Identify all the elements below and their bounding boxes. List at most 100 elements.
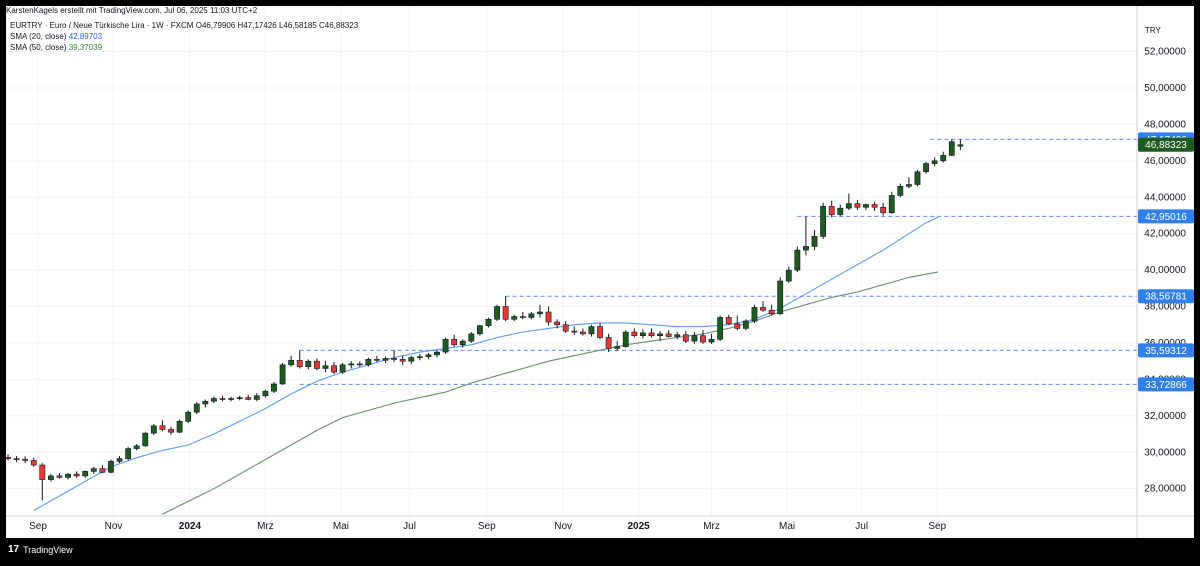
candle-body [99,468,106,473]
ohlc-high: H47,17426 [237,21,277,30]
x-tick-label: Mrz [703,521,720,532]
tradingview-logo[interactable]: 17 TradingView [8,544,73,555]
candle-body [768,309,775,315]
candle-body [5,457,11,459]
last-price-tag-bg [1138,137,1194,152]
candle-body [159,425,166,430]
symbol-name: EURTRY · Euro / Neue Türkische Lira · 1W… [10,21,194,30]
candle-body [648,332,655,336]
candle-body [597,326,603,338]
candle-body [888,195,895,214]
candle-body [82,471,89,477]
candle-body [537,311,543,315]
candle-body [657,333,663,336]
sma20-line [33,216,939,511]
candle-body [296,359,303,367]
x-tick-label: 2024 [179,521,202,532]
candle-body [631,331,638,336]
candle-body [228,398,234,400]
candle-body [22,458,29,461]
candle-body [562,324,569,332]
sma50-legend[interactable]: SMA (50, close) 39,37039 [10,43,102,52]
level-price-tag-bg [1138,289,1194,304]
candles [5,138,964,501]
candle-body [845,203,852,209]
attribution-text: KarstenKagels erstellt mit TradingView.c… [6,6,258,15]
y-tick-label: 30,00000 [1144,447,1186,458]
candle-body [940,155,947,162]
candle-body [777,280,784,315]
ohlc-low: L46,58185 [278,21,317,30]
candle-body [451,339,458,346]
tradingview-logo-icon: 17 [8,544,20,555]
grid-lines [6,6,1137,516]
candle-body [331,365,337,373]
candle-body [700,335,706,343]
sma50-label: SMA (50, close) [10,43,67,52]
candle-body [416,356,423,358]
candle-body [322,365,329,369]
candle-body [682,334,689,342]
x-tick-label: Sep [478,521,496,532]
candle-body [313,360,320,369]
chart-background [6,6,1194,538]
candle-body [897,186,904,196]
candle-body [803,246,809,251]
candle-body [880,206,887,214]
level-price-tag: 33,72866 [1145,380,1187,391]
candle-body [108,461,114,473]
candle-body [931,160,938,164]
candle-body [571,330,578,333]
candle-body [794,249,801,271]
candle-body [485,318,492,326]
candle-body [305,360,312,367]
candle-body [288,359,295,366]
candle-body [193,403,200,413]
candle-body [408,357,415,362]
candle-body [176,420,183,433]
candle-body [502,306,509,320]
moving-averages [33,216,939,515]
candle-body [142,432,149,447]
candle-body [425,354,432,357]
candle-body [948,141,955,156]
candle-body [374,359,380,361]
x-tick-label: Jul [855,521,868,532]
sma20-label: SMA (20, close) [10,32,67,41]
tradingview-brand-text: TradingView [23,544,73,555]
candle-body [914,171,921,185]
candle-body [262,390,269,397]
x-tick-label: Sep [29,521,47,532]
candle-body [605,337,612,349]
candle-body [742,320,749,329]
candle-body [579,331,586,335]
x-tick-label: Mrz [257,521,274,532]
sma20-legend[interactable]: SMA (20, close) 42,89703 [10,32,102,41]
y-tick-label: 28,00000 [1144,484,1186,495]
candle-body [828,206,835,215]
candle-body [476,325,483,335]
level-price-tag: 42,95016 [1145,212,1187,223]
symbol-legend: EURTRY · Euro / Neue Türkische Lira · 1W… [10,21,358,30]
candle-body [168,429,174,433]
price-tags: 47,1742642,9501638,5678135,5931233,72866… [1138,132,1194,392]
candle-body [30,460,37,466]
candle-body [905,184,912,187]
candle-body [47,475,54,480]
x-tick-label: Sep [928,521,946,532]
candle-body [811,236,818,247]
sma20-value: 42,89703 [68,32,103,41]
candle-body [56,475,63,478]
candle-body [90,468,97,472]
candle-body [382,358,389,361]
candle-body [459,340,466,346]
candle-body [185,411,192,422]
y-tick-label: 52,00000 [1144,47,1186,58]
candle-body [125,448,132,459]
horizontal-levels [299,138,1137,385]
x-tick-label: 2025 [628,521,651,532]
y-tick-label: 42,00000 [1144,229,1186,240]
candle-body [73,473,80,477]
